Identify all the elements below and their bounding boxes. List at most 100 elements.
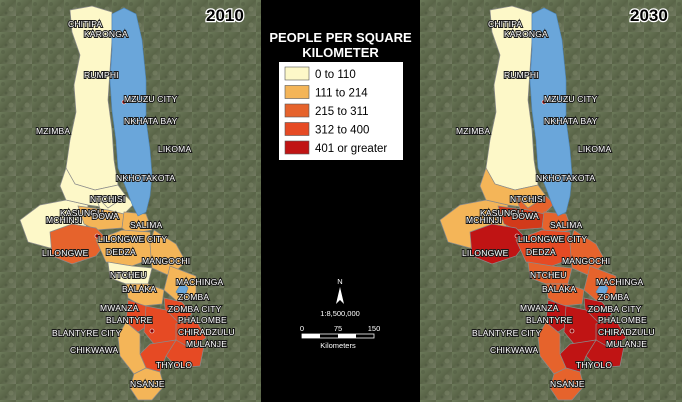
city-marker xyxy=(171,307,177,313)
legend-title-line2: KILOMETER xyxy=(302,45,379,60)
scale-unit: Kilometers xyxy=(320,341,356,350)
scale-bar xyxy=(301,333,375,339)
place-label: MZIMBA xyxy=(36,126,70,136)
legend-swatch xyxy=(284,85,310,99)
place-label: MWANZA xyxy=(100,303,139,313)
place-label: MANGOCHI xyxy=(142,256,190,266)
place-label: LIKOMA xyxy=(158,144,191,154)
place-label: THYOLO xyxy=(576,360,612,370)
place-label: MULANJE xyxy=(186,339,227,349)
place-label: NKHOTAKOTA xyxy=(536,173,595,183)
place-label: KARONGA xyxy=(84,29,128,39)
place-label: MWANZA xyxy=(520,303,559,313)
district-chiradzulu xyxy=(175,319,207,349)
lake-malawi xyxy=(529,7,609,299)
legend-swatch xyxy=(284,140,310,155)
place-label: DEDZA xyxy=(106,247,136,257)
city-marker xyxy=(541,99,547,105)
place-label: LILONGWE CITY xyxy=(98,234,167,244)
place-label: MACHINGA xyxy=(176,277,224,287)
map-year: 2010 xyxy=(206,6,244,25)
place-label: MACHINGA xyxy=(596,277,644,287)
legend-swatch xyxy=(284,103,310,118)
city-marker xyxy=(514,233,520,239)
legend-swatch xyxy=(284,122,310,136)
place-label: ZOMBA xyxy=(178,292,209,302)
place-label: BLANTYRE CITY xyxy=(52,328,121,338)
place-label: NTCHEU xyxy=(530,270,567,280)
place-label: NTCHEU xyxy=(110,270,147,280)
place-label: NKHATA BAY xyxy=(124,116,178,126)
place-label: MZIMBA xyxy=(456,126,490,136)
city-marker xyxy=(569,328,575,334)
place-label: SALIMA xyxy=(550,220,583,230)
district-nsanje xyxy=(549,367,585,401)
place-label: KARONGA xyxy=(504,29,548,39)
place-label: BLANTYRE xyxy=(526,315,573,325)
place-label: NKHATA BAY xyxy=(544,116,598,126)
north-arrow-icon xyxy=(336,287,344,304)
place-label: MZUZU CITY xyxy=(124,94,178,104)
place-label: MCHINJI xyxy=(46,215,82,225)
scale-tick-75: 75 xyxy=(334,324,342,333)
scale-tick-150: 150 xyxy=(368,324,381,333)
place-label: RUMPHI xyxy=(504,70,539,80)
place-label: BALAKA xyxy=(542,284,576,294)
district-chiradzulu xyxy=(595,319,627,349)
place-label: DOWA xyxy=(92,211,119,221)
place-label: NTCHISI xyxy=(90,194,125,204)
place-label: DOWA xyxy=(512,211,539,221)
district-balaka xyxy=(545,283,585,307)
legend-label: 111 to 214 xyxy=(315,88,368,100)
legend-label: 215 to 311 xyxy=(315,106,369,118)
place-label: BALAKA xyxy=(122,284,156,294)
place-label: PHALOMBE xyxy=(178,315,227,325)
place-label: LILONGWE xyxy=(42,248,89,258)
place-label: CHIRADZULU xyxy=(598,327,655,337)
city-marker xyxy=(121,99,127,105)
city-marker xyxy=(591,307,597,313)
place-label: RUMPHI xyxy=(84,70,119,80)
place-label: NKHOTAKOTA xyxy=(116,173,175,183)
legend-label: 0 to 110 xyxy=(315,69,356,81)
place-label: SALIMA xyxy=(130,220,163,230)
place-label: ZOMBA xyxy=(598,292,629,302)
scale-ratio: 1:8,500,000 xyxy=(320,309,360,318)
place-label: THYOLO xyxy=(156,360,192,370)
district-nsanje xyxy=(129,367,165,401)
place-label: NSANJE xyxy=(550,379,585,389)
place-label: MZUZU CITY xyxy=(544,94,598,104)
place-label: NSANJE xyxy=(130,379,165,389)
district-balaka xyxy=(125,283,165,307)
place-label: LILONGWE CITY xyxy=(518,234,587,244)
place-label: NTCHISI xyxy=(510,194,545,204)
place-label: BLANTYRE xyxy=(106,315,153,325)
place-label: CHITIPA xyxy=(68,19,102,29)
district-machinga xyxy=(163,265,197,303)
place-label: CHITIPA xyxy=(488,19,522,29)
place-label: MANGOCHI xyxy=(562,256,610,266)
legend-label: 312 to 400 xyxy=(315,125,369,137)
place-label: LIKOMA xyxy=(578,144,611,154)
place-label: MULANJE xyxy=(606,339,647,349)
legend-swatch xyxy=(284,66,310,81)
lake-malawi xyxy=(109,7,189,299)
place-label: KASUNGU xyxy=(480,208,523,218)
north-label: N xyxy=(337,277,342,286)
place-label: LILONGWE xyxy=(462,248,509,258)
place-label: MCHINJI xyxy=(466,215,502,225)
map-year: 2030 xyxy=(630,6,668,25)
legend-label: 401 or greater xyxy=(315,143,387,155)
scale-tick-0: 0 xyxy=(300,324,304,333)
place-label: CHIRADZULU xyxy=(178,327,235,337)
place-label: CHIKWAWA xyxy=(70,345,118,355)
legend-title-line1: PEOPLE PER SQUARE xyxy=(269,30,412,45)
place-label: BLANTYRE CITY xyxy=(472,328,541,338)
place-label: DEDZA xyxy=(526,247,556,257)
city-marker xyxy=(149,328,155,334)
place-label: ZOMBA CITY xyxy=(588,304,642,314)
